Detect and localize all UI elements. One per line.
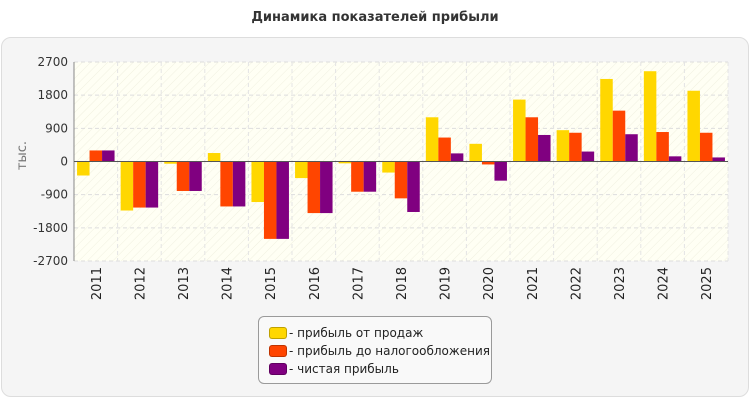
bar	[189, 161, 202, 191]
bar	[276, 161, 289, 239]
x-tick-label: 2014	[221, 267, 236, 300]
bar	[556, 130, 570, 162]
x-tick-label: 2018	[395, 267, 410, 300]
chart-title: Динамика показателей прибыли	[251, 10, 499, 25]
y-tick-label: 900	[45, 121, 68, 135]
bar	[668, 156, 682, 162]
bar	[102, 150, 115, 162]
y-tick-label: -1800	[33, 221, 68, 235]
x-tick-label: 2015	[264, 267, 279, 300]
bar	[600, 78, 613, 162]
bar	[338, 161, 352, 164]
x-tick-label: 2011	[90, 267, 105, 300]
bar	[320, 161, 333, 214]
bar	[699, 132, 713, 162]
x-tick-label: 2022	[569, 267, 584, 300]
bar	[220, 161, 233, 207]
legend-swatch-pretax	[269, 345, 287, 357]
bar	[145, 161, 159, 208]
bar	[643, 71, 657, 162]
bar	[295, 161, 308, 179]
x-tick-label: 2025	[700, 267, 715, 300]
bar	[656, 132, 669, 162]
bar	[525, 117, 539, 162]
bar	[120, 161, 134, 211]
bar	[77, 161, 90, 176]
bar	[612, 110, 626, 162]
bar	[176, 161, 190, 191]
bar	[351, 161, 364, 192]
legend-item-sales: - прибыль от продаж	[269, 325, 423, 341]
legend-item-pretax: - прибыль до налогообложения	[269, 343, 490, 359]
legend-label-net: - чистая прибыль	[289, 362, 399, 376]
legend-label-pretax: - прибыль до налогообложения	[289, 344, 490, 358]
x-tick-label: 2012	[133, 267, 148, 300]
x-tick-label: 2024	[657, 267, 672, 300]
bar	[481, 161, 495, 165]
legend: - прибыль от продаж - прибыль до налогоо…	[258, 316, 492, 384]
y-tick-label: 2700	[37, 55, 68, 69]
x-tick-label: 2016	[308, 267, 323, 300]
y-tick-label: -900	[41, 188, 68, 202]
bar	[394, 161, 408, 199]
y-tick-label: 1800	[37, 88, 68, 102]
y-axis-label: тыс.	[15, 140, 31, 171]
bar	[307, 161, 321, 214]
x-tick-label: 2013	[177, 267, 192, 300]
bar	[382, 161, 395, 173]
bar	[494, 161, 507, 181]
bar	[538, 134, 551, 162]
bar	[438, 137, 451, 162]
bar	[513, 99, 526, 162]
y-tick-label: -2700	[33, 254, 68, 268]
x-tick-label: 2021	[526, 267, 541, 300]
bar	[450, 153, 464, 162]
bar	[363, 161, 377, 192]
bar	[625, 134, 638, 162]
x-tick-label: 2019	[439, 267, 454, 300]
x-tick-label: 2023	[613, 267, 628, 300]
bar	[164, 161, 177, 164]
legend-item-net: - чистая прибыль	[269, 361, 399, 377]
bar	[89, 150, 103, 162]
x-tick-label: 2020	[482, 267, 497, 300]
bar	[569, 132, 582, 162]
x-tick-label: 2017	[351, 267, 366, 300]
bar	[712, 157, 725, 162]
bar	[581, 151, 595, 162]
bar	[263, 161, 277, 239]
bar	[207, 153, 221, 162]
y-tick-label: 0	[60, 155, 68, 169]
bar	[687, 90, 700, 162]
legend-swatch-net	[269, 363, 287, 375]
bar	[133, 161, 146, 208]
legend-label-sales: - прибыль от продаж	[289, 326, 424, 340]
bar	[251, 161, 264, 203]
bar	[469, 143, 482, 162]
bar	[232, 161, 246, 207]
legend-swatch-sales	[269, 327, 287, 339]
bar	[407, 161, 420, 212]
bar	[425, 117, 439, 162]
